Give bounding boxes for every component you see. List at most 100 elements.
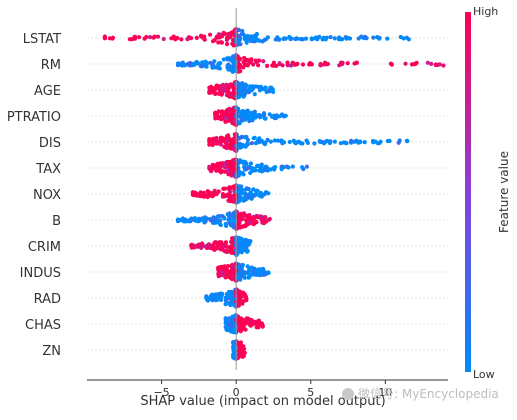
shap-point (208, 32, 213, 37)
shap-point (437, 62, 442, 67)
shap-point (268, 139, 273, 144)
shap-point (260, 220, 265, 225)
shap-point (232, 136, 237, 141)
shap-point (332, 139, 337, 144)
shap-point (224, 223, 229, 228)
shap-point (279, 167, 284, 172)
feature-label: RAD (34, 292, 61, 307)
shap-point (223, 321, 228, 326)
shap-point (309, 37, 314, 42)
shap-point (207, 142, 212, 147)
shap-point (227, 316, 232, 321)
shap-point (161, 36, 166, 42)
shap-point (200, 192, 205, 197)
shap-point (405, 138, 410, 143)
shap-point (274, 63, 279, 68)
shap-point (234, 210, 239, 215)
shap-point (251, 136, 256, 141)
shap-point (224, 301, 229, 306)
shap-point (241, 115, 246, 120)
shap-point (155, 34, 161, 39)
shap-point (251, 112, 256, 117)
shap-point (225, 294, 230, 299)
shap-point (213, 85, 218, 91)
shap-point (271, 63, 276, 68)
shap-point (226, 289, 231, 295)
shap-point (110, 36, 115, 41)
feature-label: NOX (33, 188, 61, 203)
shap-point (130, 37, 135, 42)
shap-point (265, 271, 270, 276)
shap-point (254, 272, 259, 277)
shap-point (211, 215, 216, 220)
shap-point (403, 61, 408, 66)
shap-point (352, 61, 357, 66)
shap-point (236, 136, 241, 141)
shap-point (244, 192, 249, 197)
shap-point (249, 272, 254, 277)
shap-point (328, 139, 333, 144)
shap-point (259, 162, 264, 167)
shap-point (251, 116, 256, 121)
shap-point (237, 197, 242, 202)
shap-point (276, 37, 281, 42)
shap-point (267, 112, 272, 117)
shap-point (230, 68, 235, 73)
shap-point (263, 164, 268, 169)
shap-point (241, 32, 246, 37)
shap-point (231, 327, 236, 332)
shap-point (213, 292, 218, 297)
shap-point (241, 94, 246, 99)
shap-point (338, 141, 343, 146)
shap-point (177, 61, 182, 66)
shap-point (377, 36, 382, 41)
x-tick-label: −5 (153, 386, 169, 399)
feature-label: RM (41, 58, 61, 73)
shap-point (293, 141, 298, 146)
shap-point (332, 36, 337, 41)
shap-point (226, 172, 231, 177)
shap-point (387, 138, 392, 144)
shap-point (179, 37, 184, 42)
shap-point (208, 138, 213, 143)
x-tick-label: 10 (378, 386, 392, 399)
shap-point (294, 36, 299, 41)
shap-point (222, 144, 227, 149)
shap-point (225, 42, 230, 47)
shap-point (224, 56, 230, 61)
shap-point (285, 60, 290, 65)
shap-point (401, 36, 406, 41)
wechat-icon (342, 388, 354, 400)
shap-point (263, 215, 268, 220)
shap-point (225, 264, 230, 269)
shap-point (196, 242, 202, 247)
shap-point (256, 324, 261, 329)
shap-point (244, 298, 249, 303)
shap-point (226, 144, 231, 149)
shap-point (216, 114, 221, 119)
shap-point (441, 63, 446, 68)
shap-point (227, 185, 232, 190)
shap-point (210, 166, 215, 171)
shap-point (300, 141, 305, 146)
shap-point (356, 140, 361, 145)
shap-point (218, 170, 224, 175)
shap-point (245, 249, 250, 254)
shap-point (244, 241, 249, 246)
feature-label: B (52, 214, 61, 229)
shap-point (207, 90, 212, 95)
shap-point (223, 193, 229, 198)
shap-point (220, 113, 225, 118)
shap-point (267, 216, 272, 222)
shap-point (234, 83, 239, 88)
shap-point (240, 262, 245, 268)
shap-point (260, 323, 265, 328)
shap-point (224, 248, 229, 253)
shap-point (233, 353, 238, 358)
shap-point (236, 27, 241, 33)
shap-point (215, 243, 220, 248)
shap-point (307, 61, 313, 66)
shap-point (199, 245, 204, 250)
shap-point (222, 169, 227, 174)
shap-point (317, 139, 322, 144)
